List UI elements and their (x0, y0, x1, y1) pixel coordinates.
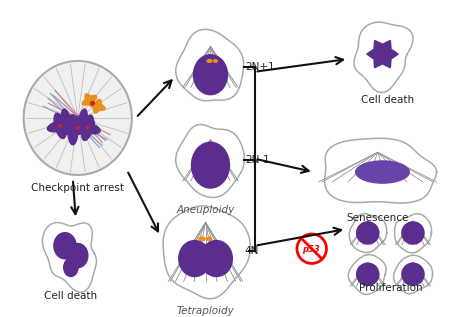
Ellipse shape (401, 221, 425, 245)
Polygon shape (348, 255, 386, 294)
Polygon shape (393, 255, 432, 294)
Text: 4N: 4N (245, 246, 259, 256)
Circle shape (58, 124, 62, 128)
Ellipse shape (63, 257, 79, 277)
Text: Proliferation: Proliferation (358, 283, 422, 293)
Ellipse shape (54, 113, 67, 139)
Ellipse shape (55, 115, 78, 125)
Ellipse shape (82, 95, 98, 106)
Polygon shape (43, 223, 96, 292)
Text: 2N+1: 2N+1 (245, 62, 274, 72)
Ellipse shape (67, 243, 89, 268)
Ellipse shape (206, 236, 212, 241)
Polygon shape (176, 125, 244, 197)
Circle shape (76, 126, 80, 130)
Ellipse shape (198, 236, 206, 241)
Ellipse shape (84, 93, 95, 107)
Polygon shape (367, 41, 398, 68)
Polygon shape (349, 214, 387, 252)
Circle shape (86, 126, 90, 130)
Ellipse shape (356, 221, 380, 245)
Ellipse shape (93, 99, 102, 114)
Ellipse shape (193, 54, 228, 95)
Ellipse shape (70, 116, 95, 126)
Ellipse shape (61, 108, 71, 132)
Ellipse shape (213, 59, 218, 63)
Polygon shape (163, 206, 250, 299)
Ellipse shape (355, 160, 410, 184)
Ellipse shape (81, 114, 94, 141)
Text: Cell death: Cell death (361, 95, 414, 105)
Ellipse shape (206, 59, 213, 63)
Circle shape (297, 234, 327, 263)
Polygon shape (325, 138, 437, 203)
Polygon shape (176, 29, 244, 101)
Ellipse shape (74, 121, 101, 134)
Text: Cell death: Cell death (44, 291, 98, 301)
Circle shape (90, 101, 95, 106)
Ellipse shape (77, 108, 88, 133)
Ellipse shape (57, 124, 89, 136)
Text: Senescence: Senescence (346, 213, 409, 223)
Text: Checkpoint arrest: Checkpoint arrest (31, 183, 124, 193)
Ellipse shape (53, 232, 77, 260)
Polygon shape (395, 214, 431, 253)
Text: p53: p53 (302, 245, 319, 254)
Ellipse shape (200, 240, 233, 277)
Ellipse shape (46, 119, 73, 133)
Text: 2N-1: 2N-1 (245, 155, 270, 165)
Text: Tetraploidy: Tetraploidy (177, 306, 235, 316)
Ellipse shape (89, 101, 106, 111)
Ellipse shape (67, 114, 79, 146)
Ellipse shape (356, 262, 380, 286)
Polygon shape (354, 22, 413, 93)
Ellipse shape (191, 142, 230, 189)
Ellipse shape (178, 240, 211, 277)
Ellipse shape (24, 61, 132, 175)
Ellipse shape (401, 262, 425, 286)
Text: Aneuploidy: Aneuploidy (176, 205, 235, 216)
